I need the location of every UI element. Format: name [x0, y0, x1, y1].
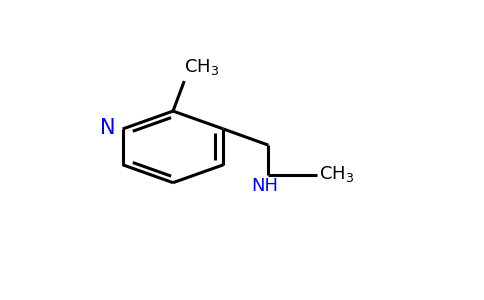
Text: CH$_3$: CH$_3$ [319, 164, 354, 184]
Text: NH: NH [251, 178, 278, 196]
Text: N: N [100, 118, 116, 138]
Text: CH$_3$: CH$_3$ [183, 57, 219, 77]
